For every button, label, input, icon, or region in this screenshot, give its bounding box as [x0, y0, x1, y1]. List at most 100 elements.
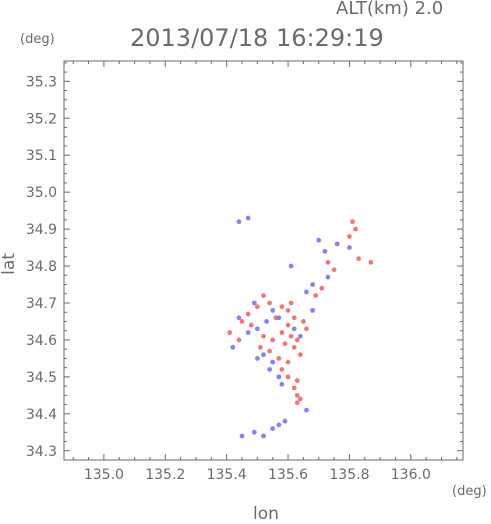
data-point-negative	[310, 282, 316, 287]
y-tick-label: 35.1	[26, 148, 57, 164]
data-point-positive	[368, 259, 374, 265]
data-point-positive	[258, 344, 263, 350]
data-point-positive	[276, 356, 282, 361]
data-point-positive	[350, 219, 355, 225]
timestamp-title: 2013/07/18 16:29:19	[130, 24, 384, 52]
y-tick-label: 34.7	[26, 296, 57, 312]
y-tick-label: 35.2	[26, 111, 57, 127]
x-tick-label: 135.2	[145, 467, 185, 483]
data-point-positive	[294, 378, 300, 383]
data-point-positive	[325, 259, 331, 265]
data-point-positive	[294, 392, 300, 398]
data-point-positive	[282, 341, 288, 347]
data-point-positive	[267, 300, 273, 306]
data-point-negative	[245, 330, 251, 335]
data-point-positive	[291, 385, 297, 391]
x-tick-label: 135.8	[329, 467, 369, 483]
data-point-negative	[276, 374, 282, 380]
data-point-positive	[285, 307, 291, 313]
x-tick-label: 135.6	[268, 467, 308, 483]
data-points	[227, 215, 374, 439]
data-point-positive	[331, 267, 337, 273]
data-point-positive	[297, 352, 303, 358]
altitude-label: ALT(km) 2.0	[336, 0, 444, 19]
data-point-negative	[288, 263, 294, 269]
data-point-negative	[270, 359, 276, 365]
data-point-negative	[276, 422, 282, 428]
data-point-positive	[304, 326, 309, 332]
data-point-negative	[325, 274, 331, 280]
data-point-negative	[322, 248, 328, 254]
data-point-positive	[353, 226, 358, 232]
x-tick-label: 135.0	[84, 467, 124, 483]
data-point-positive	[291, 315, 297, 321]
y-tick-label: 34.3	[26, 444, 57, 460]
data-point-negative	[261, 352, 266, 358]
x-tick-label: 135.4	[207, 467, 247, 483]
y-unit-label: (deg)	[20, 32, 55, 47]
x-axis-label: lon	[253, 504, 279, 524]
data-point-positive	[245, 311, 251, 317]
data-point-negative	[304, 289, 309, 295]
data-point-negative	[279, 381, 285, 387]
data-point-positive	[261, 333, 266, 339]
y-tick-label: 34.5	[26, 370, 57, 386]
data-point-positive	[347, 234, 352, 239]
data-point-positive	[279, 330, 285, 335]
data-point-positive	[301, 319, 306, 324]
data-point-negative	[270, 426, 276, 431]
data-point-positive	[319, 285, 325, 291]
data-point-negative	[270, 307, 276, 313]
data-point-negative	[267, 367, 273, 372]
y-tick-label: 34.4	[26, 407, 57, 423]
y-tick-label: 34.6	[26, 333, 57, 349]
data-point-positive	[297, 396, 303, 402]
data-point-negative	[236, 219, 242, 225]
data-point-positive	[294, 337, 300, 343]
data-point-negative	[291, 326, 297, 332]
data-point-positive	[279, 367, 285, 372]
data-point-negative	[316, 237, 322, 243]
data-point-negative	[310, 307, 316, 313]
data-point-negative	[297, 333, 303, 339]
data-point-positive	[288, 333, 294, 339]
data-point-negative	[236, 315, 242, 321]
y-tick-label: 35.0	[26, 185, 57, 201]
data-point-negative	[251, 300, 257, 306]
data-point-positive	[254, 304, 260, 310]
data-point-positive	[285, 374, 291, 380]
tick-labels: 135.0 135.2 135.4 135.6 135.8 136.0 34.3 34.4 34…	[26, 74, 431, 483]
plot-frame	[63, 60, 464, 461]
data-point-positive	[267, 348, 273, 354]
y-tick-label: 34.9	[26, 222, 57, 238]
data-point-negative	[334, 241, 340, 247]
data-point-negative	[261, 433, 266, 439]
data-point-negative	[276, 315, 282, 321]
data-point-negative	[239, 433, 245, 439]
data-point-positive	[236, 337, 242, 343]
data-point-positive	[285, 322, 291, 328]
data-point-negative	[264, 319, 269, 324]
data-point-positive	[270, 337, 276, 343]
data-point-negative	[304, 407, 309, 413]
data-point-positive	[239, 319, 245, 324]
data-point-negative	[245, 215, 251, 221]
data-point-negative	[347, 245, 352, 250]
data-point-positive	[291, 344, 297, 350]
data-point-positive	[279, 304, 285, 310]
data-point-negative	[254, 326, 260, 332]
data-point-positive	[261, 293, 266, 298]
data-point-positive	[285, 359, 291, 365]
data-point-positive	[248, 322, 254, 328]
x-tick-label: 136.0	[391, 467, 431, 483]
data-point-positive	[227, 330, 233, 335]
y-tick-label: 34.8	[26, 259, 57, 275]
y-tick-label: 35.3	[26, 74, 57, 90]
axis-ticks	[64, 61, 463, 461]
data-point-positive	[288, 300, 294, 306]
data-point-positive	[294, 400, 300, 406]
data-point-negative	[251, 429, 257, 435]
data-point-positive	[313, 293, 319, 298]
data-point-negative	[230, 344, 236, 350]
